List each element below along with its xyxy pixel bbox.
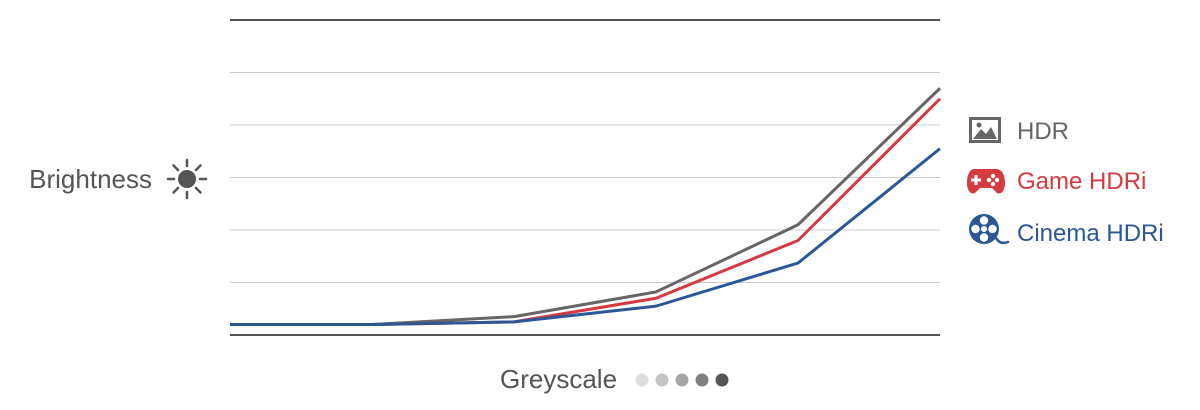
legend-item-hdr: HDR	[969, 117, 1069, 145]
gamepad-icon	[967, 169, 1005, 194]
greyscale-dot	[635, 373, 649, 387]
legend-item-game-hdri: Game HDRi	[967, 168, 1146, 195]
legend: HDR Game HDRi	[967, 117, 1164, 247]
greyscale-dot	[655, 373, 669, 387]
sun-icon	[166, 158, 208, 200]
x-axis-label: Greyscale	[500, 364, 617, 394]
image-icon	[969, 117, 1001, 143]
legend-label-hdr: HDR	[1017, 118, 1069, 145]
series-line-cinema-hdri	[230, 147, 941, 326]
legend-label-game-hdri: Game HDRi	[1017, 168, 1146, 195]
film-reel-icon	[969, 214, 1010, 245]
greyscale-dot	[675, 373, 689, 387]
greyscale-dot	[695, 373, 709, 387]
series-line-game-hdri	[230, 97, 942, 326]
y-axis-label: Brightness	[29, 164, 152, 194]
greyscale-dot	[715, 373, 729, 387]
greyscale-dots	[635, 373, 729, 387]
gridlines	[230, 19, 940, 336]
legend-item-cinema-hdri: Cinema HDRi	[969, 214, 1164, 247]
legend-label-cinema-hdri: Cinema HDRi	[1017, 220, 1164, 247]
series-lines	[230, 87, 942, 326]
